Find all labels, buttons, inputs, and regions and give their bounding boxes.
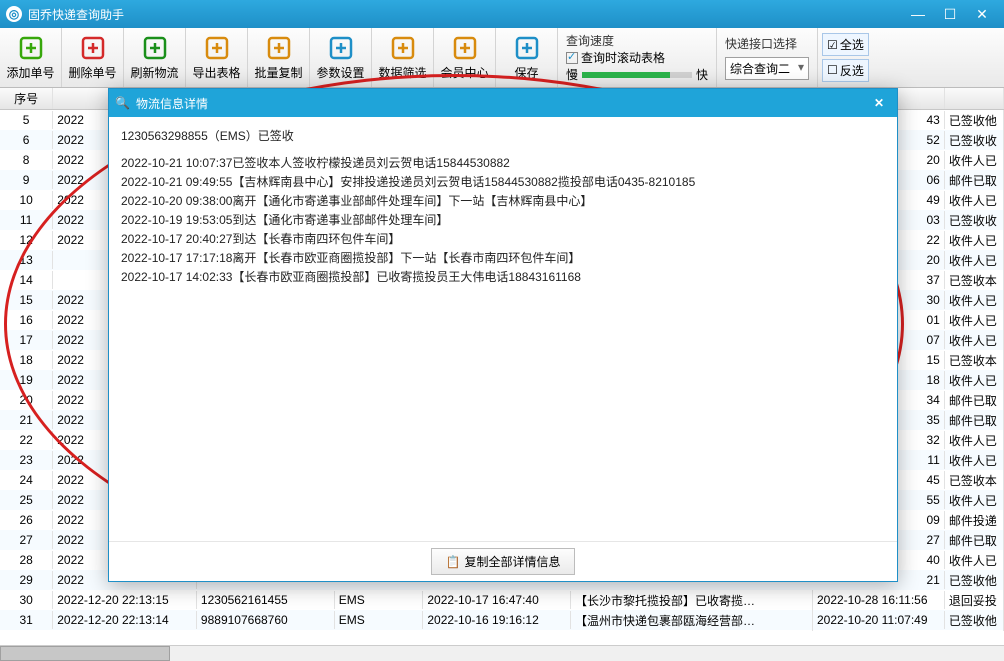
- toolbar-icon: [265, 34, 293, 62]
- interface-header: 快递接口选择: [725, 35, 809, 52]
- modal-close-button[interactable]: ✕: [867, 96, 891, 110]
- copy-icon: 📋: [446, 555, 461, 569]
- modal-body: 1230563298855（EMS）已签收 2022-10-21 10:07:3…: [109, 117, 897, 541]
- toolbar-会员中心-button[interactable]: 会员中心: [434, 28, 496, 87]
- scroll-label: 查询时滚动表格: [581, 49, 665, 66]
- toolbar-批量复制-button[interactable]: 批量复制: [248, 28, 310, 87]
- window-title: 固乔快递查询助手: [28, 6, 124, 23]
- modal-title: 物流信息详情: [136, 95, 208, 112]
- window-maximize-button[interactable]: ☐: [934, 4, 966, 24]
- tracking-event: 2022-10-17 20:40:27到达【长春市南四环包件车间】: [121, 230, 885, 247]
- table-row[interactable]: 312022-12-20 22:13:149889107668760EMS202…: [0, 610, 1004, 630]
- toolbar-导出表格-button[interactable]: 导出表格: [186, 28, 248, 87]
- toolbar-icon: [203, 34, 231, 62]
- toolbar-icon: [327, 34, 355, 62]
- tracking-event: 2022-10-17 17:17:18离开【长春市欧亚商圈揽投部】下一站【长春市…: [121, 249, 885, 266]
- speed-slow-label: 慢: [566, 66, 578, 83]
- toolbar-icon: [513, 34, 541, 62]
- scroll-checkbox[interactable]: [566, 52, 578, 64]
- toolbar-保存-button[interactable]: 保存: [496, 28, 558, 87]
- speed-slider-row: 慢 快: [566, 66, 708, 83]
- toolbar-icon: [17, 34, 45, 62]
- copy-all-button[interactable]: 📋 复制全部详情信息: [431, 548, 576, 575]
- table-row[interactable]: 302022-12-20 22:13:151230562161455EMS202…: [0, 590, 1004, 610]
- toolbar-数据筛选-button[interactable]: 数据筛选: [372, 28, 434, 87]
- col-seq[interactable]: 序号: [0, 88, 53, 109]
- toolbar-刷新物流-button[interactable]: 刷新物流: [124, 28, 186, 87]
- speed-header: 查询速度: [566, 32, 708, 49]
- logistics-detail-modal: 🔍 物流信息详情 ✕ 1230563298855（EMS）已签收 2022-10…: [108, 88, 898, 582]
- main-toolbar: 添加单号删除单号刷新物流导出表格批量复制参数设置数据筛选会员中心保存 查询速度 …: [0, 28, 1004, 88]
- toolbar-icon: [79, 34, 107, 62]
- tracking-event: 2022-10-21 10:07:37已签收本人签收柠檬投递员刘云贺电话1584…: [121, 154, 885, 171]
- modal-footer: 📋 复制全部详情信息: [109, 541, 897, 581]
- interface-select[interactable]: 综合查询二: [725, 57, 809, 80]
- toolbar-添加单号-button[interactable]: 添加单号: [0, 28, 62, 87]
- window-close-button[interactable]: ✕: [966, 4, 998, 24]
- window-minimize-button[interactable]: —: [902, 4, 934, 24]
- toolbar-speed-section: 查询速度 查询时滚动表格 慢 快: [558, 28, 717, 87]
- app-icon: ◎: [6, 6, 22, 22]
- toolbar-参数设置-button[interactable]: 参数设置: [310, 28, 372, 87]
- tracking-event: 2022-10-20 09:38:00离开【通化市寄递事业部邮件处理车间】下一站…: [121, 192, 885, 209]
- toolbar-icon: [451, 34, 479, 62]
- toolbar-icon: [141, 34, 169, 62]
- tracking-event: 2022-10-17 14:02:33【长春市欧亚商圈揽投部】已收寄揽投员王大伟…: [121, 268, 885, 285]
- tracking-event: 2022-10-21 09:49:55【吉林辉南县中心】安排投递投递员刘云贺电话…: [121, 173, 885, 190]
- speed-fast-label: 快: [696, 66, 708, 83]
- window-titlebar: ◎ 固乔快递查询助手 — ☐ ✕: [0, 0, 1004, 28]
- toolbar-删除单号-button[interactable]: 删除单号: [62, 28, 124, 87]
- tracking-header: 1230563298855（EMS）已签收: [121, 127, 885, 144]
- modal-titlebar: 🔍 物流信息详情 ✕: [109, 89, 897, 117]
- toolbar-interface-section: 快递接口选择 综合查询二: [717, 28, 818, 87]
- horizontal-scrollbar[interactable]: [0, 645, 1004, 661]
- toolbar-icon: [389, 34, 417, 62]
- scroll-checkbox-row[interactable]: 查询时滚动表格: [566, 49, 708, 66]
- select-all-button[interactable]: ☑全选: [822, 33, 869, 56]
- speed-slider[interactable]: [582, 72, 692, 78]
- modal-icon: 🔍: [115, 96, 130, 110]
- tracking-event: 2022-10-19 19:53:05到达【通化市寄递事业部邮件处理车间】: [121, 211, 885, 228]
- toolbar-selection-buttons: ☑全选 ☐反选: [818, 28, 873, 87]
- invert-selection-button[interactable]: ☐反选: [822, 59, 869, 82]
